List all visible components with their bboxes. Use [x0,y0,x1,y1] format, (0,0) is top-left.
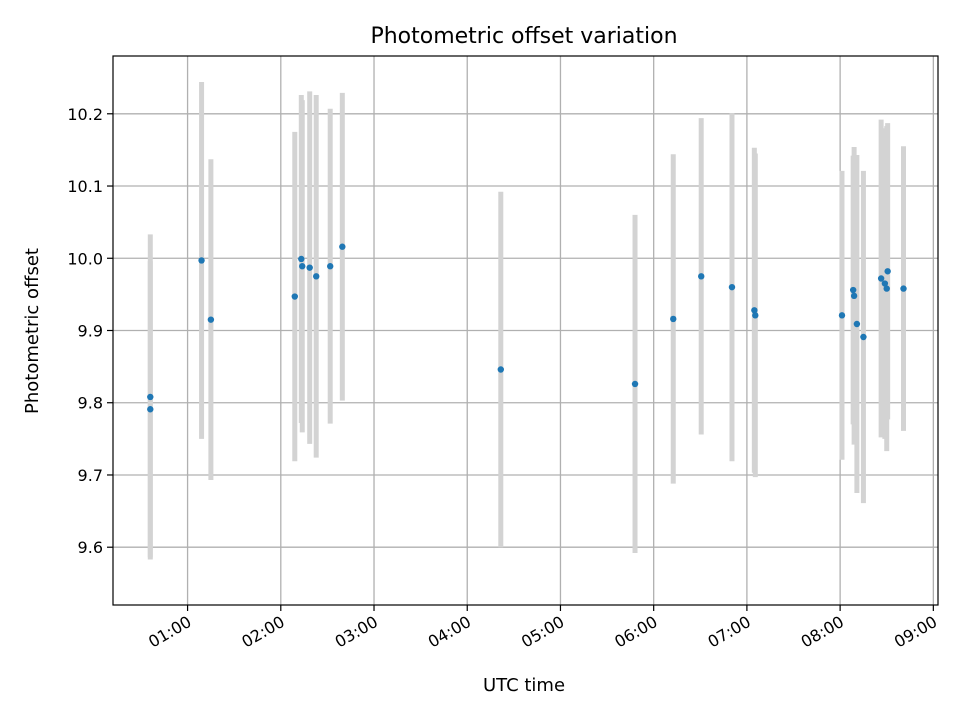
y-tick-label: 9.7 [78,466,103,485]
y-tick-label: 9.6 [78,538,103,557]
data-point [877,275,885,282]
data-point [728,283,736,291]
data-point [298,255,305,263]
data-point [339,243,346,250]
data-point [849,286,857,294]
data-point [327,263,334,270]
data-point [147,406,154,413]
data-point [299,263,306,270]
data-point [670,315,677,323]
data-point [900,285,907,292]
y-tick-label: 10.0 [67,249,103,268]
y-axis-label: Photometric offset [22,248,43,414]
chart-title: Photometric offset variation [370,24,677,49]
data-point [751,307,758,314]
grid [113,56,938,605]
y-tick-label: 9.8 [78,394,103,413]
data-point [198,257,205,264]
data-point [883,285,890,292]
data-point [884,268,891,275]
data-point [631,380,639,388]
data-point [850,292,858,300]
data-point [853,320,861,328]
y-tick-label: 10.2 [67,105,103,124]
x-axis-label: UTC time [483,675,565,696]
data-point [881,280,889,287]
y-tick-label: 10.1 [67,177,103,196]
data-point [497,366,504,373]
data-point [752,312,759,319]
y-axis-ticks: 9.6 9.7 9.8 9.9 10.0 10.1 10.2 [67,105,113,557]
data-point [860,333,867,341]
data-point [306,264,313,271]
data-point [291,293,298,300]
data-point [207,316,215,323]
y-tick-label: 9.9 [78,322,103,341]
data-points [147,243,907,413]
data-point [838,312,846,319]
data-point [698,273,705,280]
data-point [313,273,320,280]
data-point [147,393,154,401]
